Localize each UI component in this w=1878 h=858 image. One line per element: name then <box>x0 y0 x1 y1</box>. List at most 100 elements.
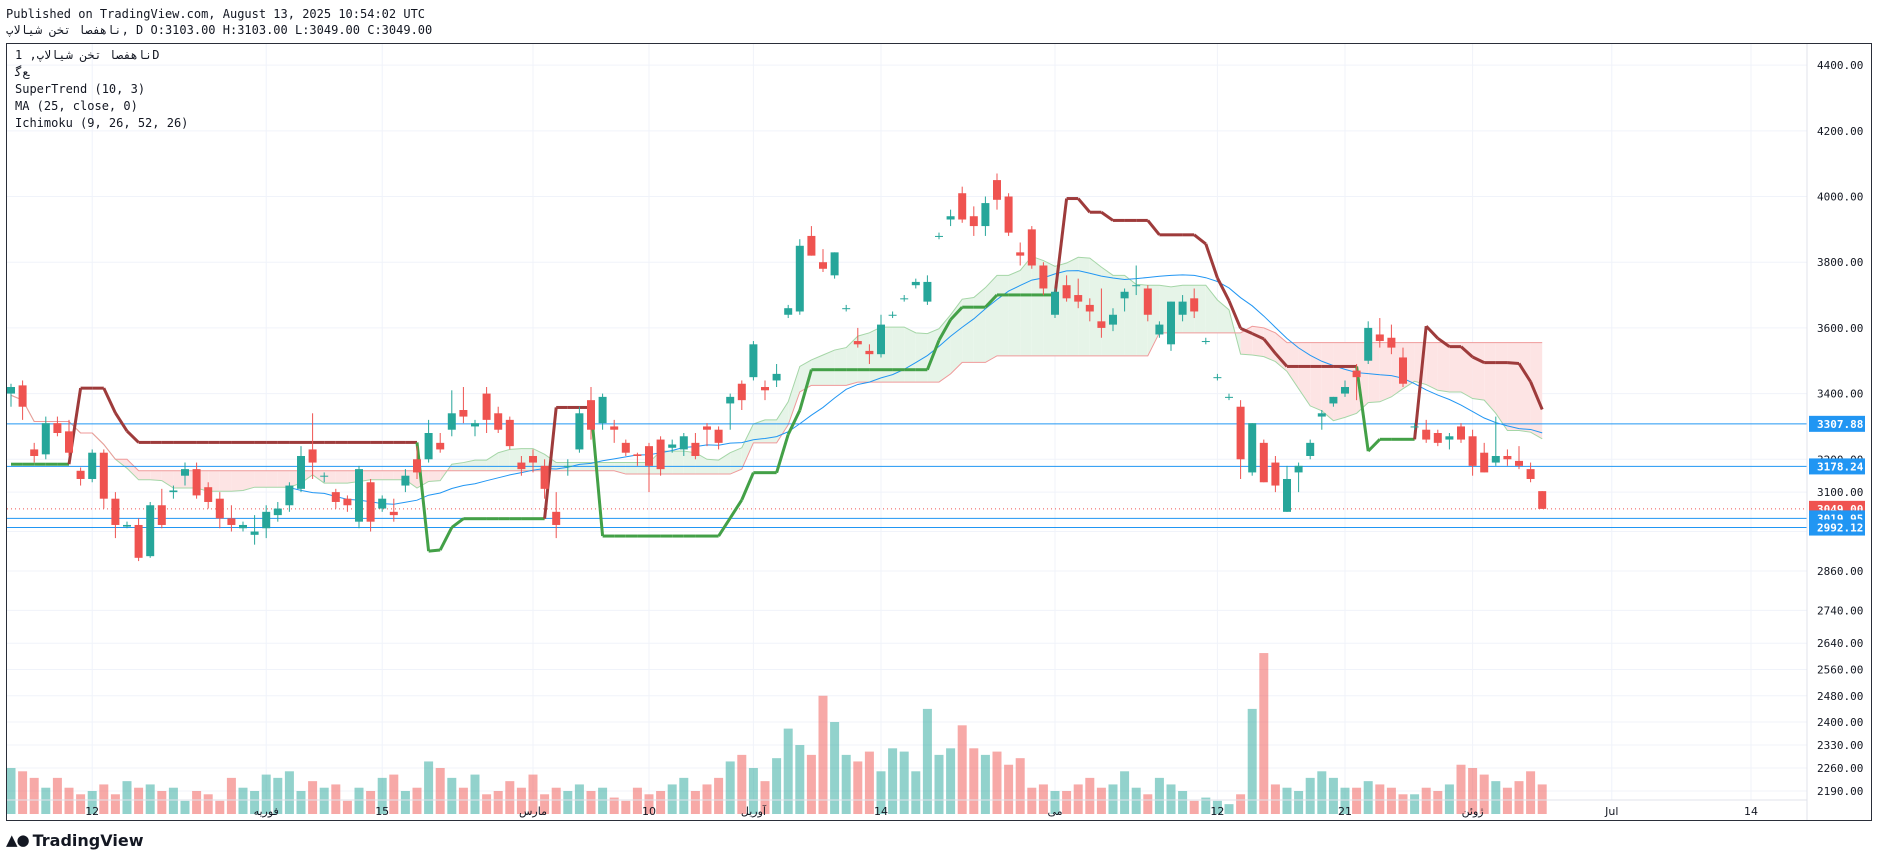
candle-body <box>1375 334 1384 342</box>
volume-bar <box>1166 784 1176 814</box>
candle-body <box>134 524 143 558</box>
candle-body <box>239 524 247 529</box>
volume-bar <box>922 708 932 814</box>
volume-bar <box>853 761 863 814</box>
candle-body <box>53 423 62 433</box>
chart-frame[interactable]: 4400.00 4200.00 4000.00 3800.00 3600.00 3400.… <box>6 43 1872 821</box>
candle-body <box>1457 426 1465 440</box>
legend-supertrend[interactable]: SuperTrend (10, 3) <box>15 82 146 96</box>
candle-body <box>633 454 642 456</box>
candle-body <box>1027 229 1036 266</box>
candle-body <box>7 387 15 394</box>
candle-body <box>227 518 236 525</box>
ichimoku-cloud-segment <box>1426 342 1438 391</box>
volume-bar <box>714 777 724 814</box>
volume-bar <box>1491 781 1501 814</box>
price-tick-label: 3100.00 <box>1817 486 1863 499</box>
candle-body <box>355 469 363 522</box>
legend-ichimoku[interactable]: Ichimoku (9, 26, 52, 26) <box>15 116 189 130</box>
volume-bar <box>284 771 294 814</box>
candle-body <box>668 444 677 448</box>
supertrend-segment <box>1274 352 1289 368</box>
supertrend-segment <box>1355 366 1370 452</box>
candle-body <box>1236 406 1245 460</box>
candle-body <box>1248 423 1257 473</box>
candle-body <box>297 455 305 489</box>
volume-bar <box>934 754 944 814</box>
candle-body <box>1433 433 1442 443</box>
ichimoku-cloud-segment <box>904 327 916 383</box>
candle-body <box>343 498 352 506</box>
candle-body <box>413 459 421 473</box>
candle-body <box>1097 321 1106 328</box>
supertrend-segment <box>984 293 999 309</box>
supertrend-segment <box>1507 361 1520 365</box>
volume-bar <box>1212 800 1222 814</box>
candle-body <box>1201 341 1210 343</box>
volume-bar <box>1514 781 1524 814</box>
ichimoku-cloud-segment <box>254 470 267 488</box>
ichimoku-cloud-segment <box>1507 342 1519 431</box>
candle-body <box>946 216 955 220</box>
time-tick-label: Jul <box>1604 805 1618 818</box>
candle-body <box>1329 396 1338 404</box>
candle-body <box>389 511 398 516</box>
volume-bar <box>458 787 468 814</box>
supertrend-segment <box>102 387 117 414</box>
candle-body <box>41 423 50 455</box>
candle-body <box>621 442 630 453</box>
price-label-box <box>1809 519 1865 536</box>
volume-bar <box>1340 787 1350 814</box>
candle-body <box>1213 377 1222 379</box>
candle-body <box>795 245 804 312</box>
candle-body <box>679 436 688 450</box>
time-tick-label: 12 <box>1210 805 1224 818</box>
volume-bar <box>145 784 155 814</box>
ichimoku-cloud-segment <box>1020 256 1032 356</box>
price-label-box <box>1809 415 1865 432</box>
volume-bar <box>400 791 410 814</box>
volume-bar <box>273 777 283 814</box>
candle-body <box>308 449 317 463</box>
candle-body <box>1062 285 1071 299</box>
volume-bar <box>1178 791 1188 814</box>
candle-body <box>1352 370 1361 378</box>
price-chart[interactable]: 4400.00 4200.00 4000.00 3800.00 3600.00 3400.… <box>7 44 1872 821</box>
ichimoku-cloud-segment <box>985 275 997 363</box>
ichimoku-cloud-segment <box>973 287 986 363</box>
volume-bar <box>888 748 898 814</box>
volume-bar <box>470 774 480 814</box>
volume-bar <box>1004 764 1014 814</box>
volume-bar <box>134 787 144 814</box>
ohlc-readout: ناهفصا تخن شیالاپ, D O:3103.00 H:3103.00… <box>6 23 433 37</box>
candle-body <box>366 482 375 522</box>
volume-bar <box>1270 784 1280 814</box>
ichimoku-span-a <box>10 255 1543 492</box>
price-tick-label: 2330.00 <box>1817 739 1863 752</box>
candle-body <box>273 508 282 516</box>
candle-body <box>192 469 201 496</box>
ichimoku-cloud-segment <box>846 336 858 386</box>
candle-body <box>401 475 410 486</box>
volume-bar <box>342 800 352 814</box>
candle-body <box>1155 324 1164 335</box>
candle-body <box>1317 413 1326 417</box>
volume-bar <box>435 768 445 814</box>
volume-bar <box>806 754 816 814</box>
candle-body <box>76 470 85 479</box>
candle-body <box>1074 295 1083 302</box>
ichimoku-cloud-segment <box>405 470 417 489</box>
volume-bar <box>296 791 306 814</box>
ichimoku-cloud-segment <box>1345 342 1357 418</box>
legend-ma[interactable]: MA (25, close, 0) <box>15 99 138 113</box>
volume-bar <box>7 768 16 814</box>
candle-body <box>1283 478 1291 512</box>
volume-bar <box>110 794 120 814</box>
volume-bar <box>1096 787 1106 814</box>
candle-body <box>819 262 827 269</box>
ichimoku-cloud-segment <box>324 470 336 484</box>
ichimoku-cloud-segment <box>370 470 383 480</box>
time-tick-label: 10 <box>642 805 656 818</box>
volume-bar <box>1526 771 1536 814</box>
supertrend-segment <box>543 407 558 519</box>
